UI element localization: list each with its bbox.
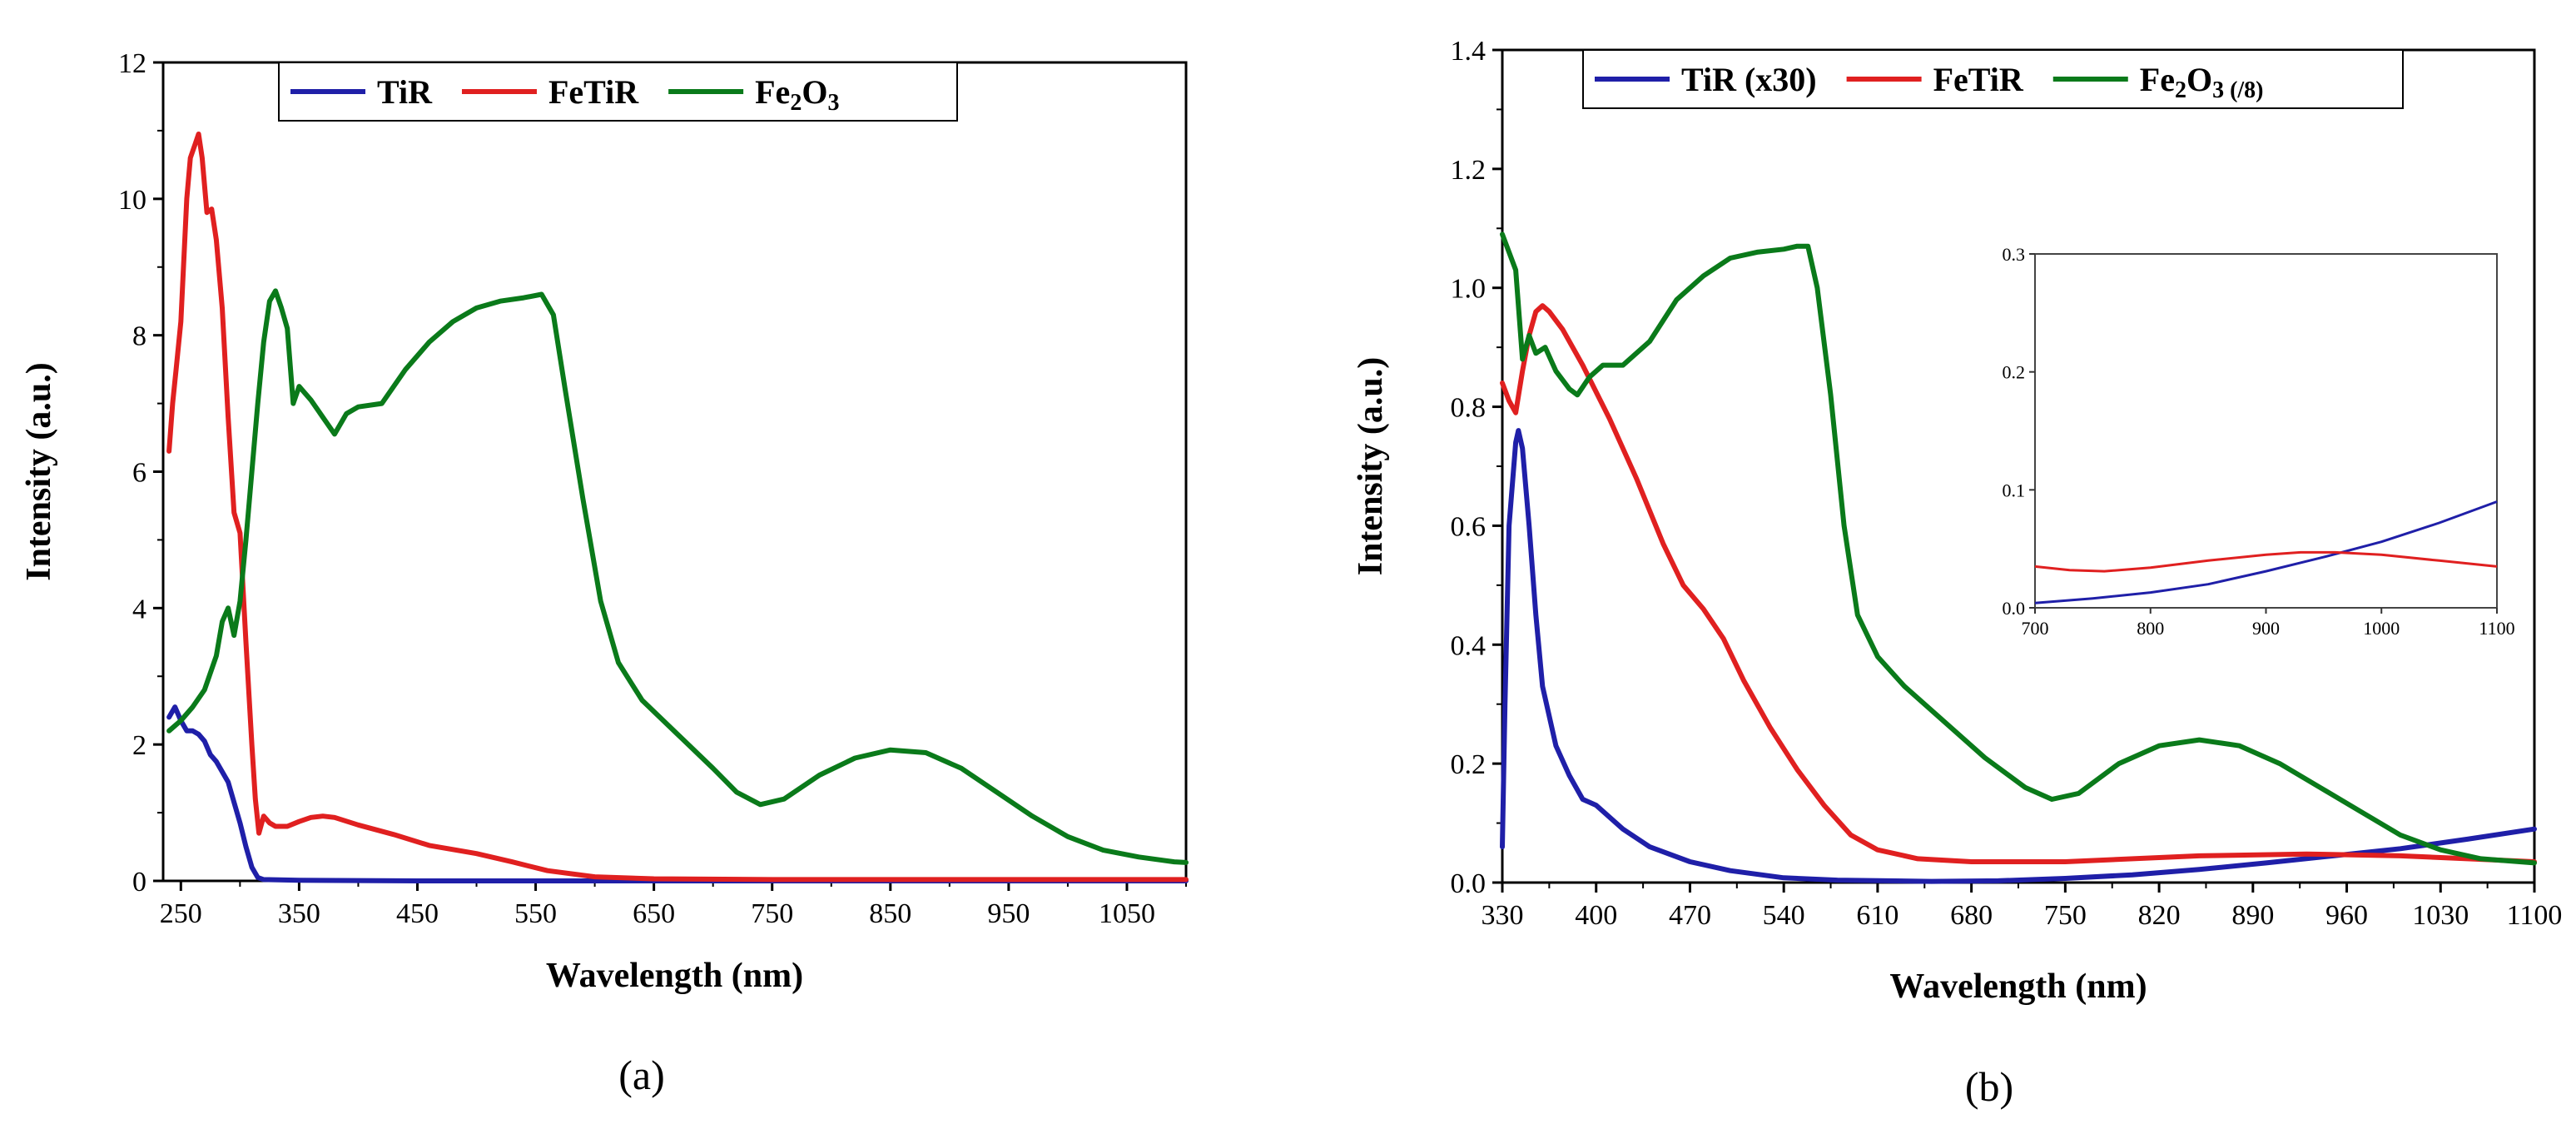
x-axis-label: Wavelength (nm) — [1889, 967, 2147, 1006]
legend-label-subscript: 3 — [827, 90, 839, 116]
legend-label-text: Fe — [2140, 61, 2175, 98]
x-tick-label: 750 — [751, 898, 793, 929]
inset-x-tick-label: 800 — [2137, 618, 2164, 639]
legend-box — [1582, 49, 2404, 109]
series-line-tir — [166, 704, 1189, 883]
legend-label-text: Fe — [755, 73, 790, 111]
legend-label-fe2o3: Fe2O3 (/8) — [2140, 61, 2264, 103]
x-tick-label: 1030 — [2412, 900, 2469, 931]
y-tick-label: 0.2 — [1451, 749, 1487, 780]
x-tick-label: 950 — [987, 898, 1030, 929]
x-tick-label: 750 — [2044, 900, 2087, 931]
legend-label-subscript: 2 — [790, 90, 802, 116]
plot-frame — [161, 61, 1188, 883]
x-tick-label: 350 — [278, 898, 320, 929]
legend-label-text: O — [802, 73, 827, 111]
legend-box — [278, 62, 958, 122]
inset-x-tick-label: 1000 — [2363, 618, 2400, 639]
y-tick-label: 0.8 — [1451, 393, 1487, 424]
legend-label-text: TiR (x30) — [1681, 61, 1817, 98]
x-tick-label: 960 — [2325, 900, 2368, 931]
y-tick-label: 10 — [118, 185, 146, 216]
inset-y-tick-label: 0.0 — [2003, 598, 2026, 619]
inset-chart: 0.0 0.1 0.2 0.3 700 800 900 1000 1100 — [2003, 244, 2515, 639]
y-axis-label: Intensity (a.u.) — [1352, 357, 1390, 576]
inset-y-tick-label: 0.2 — [2003, 362, 2026, 383]
y-tick-label: 12 — [118, 48, 146, 79]
x-tick-label: 890 — [2231, 900, 2274, 931]
y-tick-label: 1.4 — [1451, 36, 1487, 67]
inset-x-tick-label: 900 — [2252, 618, 2280, 639]
inset-x-tick-label: 1100 — [2479, 618, 2514, 639]
legend-label-text: FeTiR — [1933, 61, 2024, 98]
y-tick-label: 2 — [132, 730, 146, 761]
x-tick-label: 610 — [1856, 900, 1898, 931]
legend-label-tir: TiR (x30) — [1681, 61, 1817, 98]
legend-label-text: FeTiR — [548, 73, 639, 111]
legend-label-subscript: 2 — [2175, 77, 2186, 103]
inset-x-tick-label: 700 — [2022, 618, 2049, 639]
legend-label-subscript: 3 (/8) — [2212, 77, 2263, 103]
inset-series-line-fetir — [2034, 550, 2498, 573]
legend-label-fetir: FeTiR — [548, 73, 639, 111]
panel-a-chart: 0 2 4 6 8 10 12 250 350 450 550 650 750 850 950 1050 Wav… — [20, 48, 1189, 995]
x-tick-label: 680 — [1950, 900, 1993, 931]
series-line-fetir — [1500, 303, 2537, 864]
y-tick-label: 0.6 — [1451, 511, 1487, 542]
y-tick-label: 0.4 — [1451, 630, 1487, 661]
y-tick-label: 8 — [132, 321, 146, 352]
x-tick-label: 850 — [869, 898, 911, 929]
x-tick-label: 250 — [160, 898, 202, 929]
series-line-fetir — [166, 132, 1189, 883]
inset-series-line-tir — [2034, 500, 2498, 604]
x-tick-label: 820 — [2138, 900, 2181, 931]
x-axis-label: Wavelength (nm) — [546, 957, 803, 995]
y-tick-label: 0 — [132, 867, 146, 898]
x-tick-label: 550 — [514, 898, 557, 929]
legend-label-fe2o3: Fe2O3 — [755, 73, 839, 116]
panel-b-label: (b) — [1965, 1063, 2013, 1110]
y-tick-label: 6 — [132, 458, 146, 489]
x-tick-label: 540 — [1763, 900, 1805, 931]
y-tick-label: 4 — [132, 594, 146, 624]
x-tick-label: 650 — [633, 898, 675, 929]
legend-label-text: TiR — [377, 73, 433, 111]
inset-y-tick-label: 0.1 — [2003, 480, 2026, 500]
y-tick-label: 0.0 — [1451, 868, 1487, 899]
x-tick-label: 330 — [1482, 900, 1524, 931]
x-tick-label: 1050 — [1099, 898, 1155, 929]
inset-frame — [2034, 253, 2498, 609]
y-axis-label: Intensity (a.u.) — [20, 362, 58, 581]
y-tick-label: 1.0 — [1451, 274, 1487, 305]
x-tick-label: 400 — [1575, 900, 1617, 931]
series-line-tir — [1500, 428, 2537, 884]
legend-label-fetir: FeTiR — [1933, 61, 2024, 98]
legend: TiR FeTiR Fe2O3 — [278, 62, 958, 122]
x-tick-label: 1100 — [2507, 900, 2563, 931]
x-tick-label: 450 — [396, 898, 439, 929]
legend: TiR (x30) FeTiR Fe2O3 (/8) — [1582, 49, 2404, 109]
legend-label-tir: TiR — [377, 73, 433, 111]
series-line-fe2o3 — [166, 288, 1189, 865]
panel-b-chart: 0.0 0.2 0.4 0.6 0.8 1.0 1.2 1.4 330 400 470 540 610 6… — [1352, 36, 2562, 1006]
panel-a-label: (a) — [618, 1052, 665, 1098]
x-tick-label: 470 — [1669, 900, 1711, 931]
legend-label-text: O — [2186, 61, 2212, 98]
y-tick-label: 1.2 — [1451, 155, 1487, 186]
series-line-fe2o3 — [1500, 231, 2537, 866]
inset-y-tick-label: 0.3 — [2003, 244, 2026, 265]
